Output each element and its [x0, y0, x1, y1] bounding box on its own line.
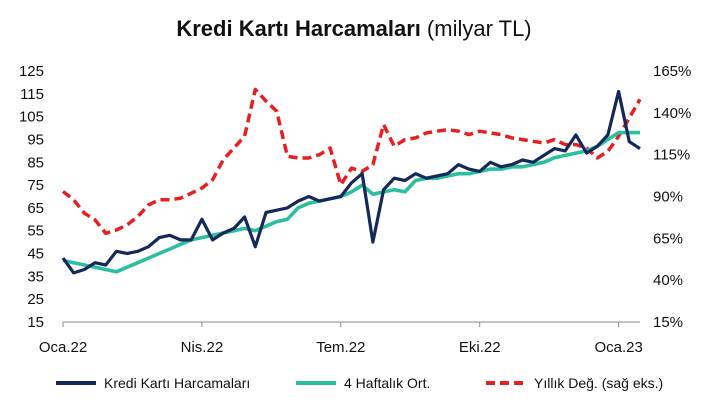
x-axis-tick-marks: [62, 322, 620, 327]
chart-title-main: Kredi Kartı Harcamaları: [176, 16, 421, 41]
y-left-tick-label: 35: [27, 268, 44, 285]
x-tick-label: Eki.22: [459, 339, 501, 356]
y-right-tick-label: 90%: [653, 189, 683, 206]
legend-label: Kredi Kartı Harcamaları: [104, 375, 250, 391]
y-right-tick-label: 65%: [653, 230, 683, 247]
y-left-tick-label: 45: [27, 246, 44, 263]
right-axis-ticks: 15% 40% 65% 90% 115% 140% 165%: [653, 63, 691, 331]
y-left-tick-label: 115: [20, 86, 44, 103]
y-left-tick-label: 85: [27, 154, 44, 171]
x-tick-label: Oca.23: [594, 339, 642, 356]
x-axis-labels: Oca.22 Nis.22 Tem.22 Eki.22 Oca.23: [39, 339, 643, 356]
y-left-tick-label: 125: [19, 63, 44, 80]
series-line-4-haftalik-ort: [62, 130, 640, 274]
legend-label: Yıllık Değ. (sağ eks.): [534, 375, 663, 391]
legend: Kredi Kartı Harcamaları 4 Haftalık Ort. Yı…: [56, 375, 663, 391]
y-left-tick-label: 55: [27, 223, 44, 240]
y-left-tick-label: 105: [19, 109, 44, 126]
y-left-tick-label: 75: [27, 177, 44, 194]
y-left-tick-label: 65: [27, 200, 44, 217]
series-line-kredi-karti: [61, 89, 641, 275]
y-right-tick-label: 15%: [653, 314, 683, 331]
y-right-tick-label: 115%: [653, 147, 690, 164]
y-right-tick-label: 140%: [653, 105, 691, 122]
y-left-tick-label: 25: [27, 291, 44, 308]
series-layer: [61, 87, 642, 275]
y-left-tick-label: 95: [27, 131, 44, 148]
legend-label: 4 Haftalık Ort.: [344, 375, 430, 391]
y-left-tick-label: 15: [27, 314, 44, 331]
y-right-tick-label: 40%: [653, 272, 683, 289]
x-tick-label: Oca.22: [39, 339, 87, 356]
left-axis-ticks: 15 25 35 45 55 65 75 85 95 105 115 125: [19, 63, 44, 331]
chart-title: Kredi Kartı Harcamaları (milyar TL): [176, 16, 531, 41]
chart-subtitle: (milyar TL): [427, 16, 532, 41]
series-line-yillik-deg: [61, 87, 642, 236]
y-right-tick-label: 165%: [653, 63, 691, 80]
x-tick-label: Nis.22: [181, 339, 224, 356]
x-tick-label: Tem.22: [316, 339, 365, 356]
